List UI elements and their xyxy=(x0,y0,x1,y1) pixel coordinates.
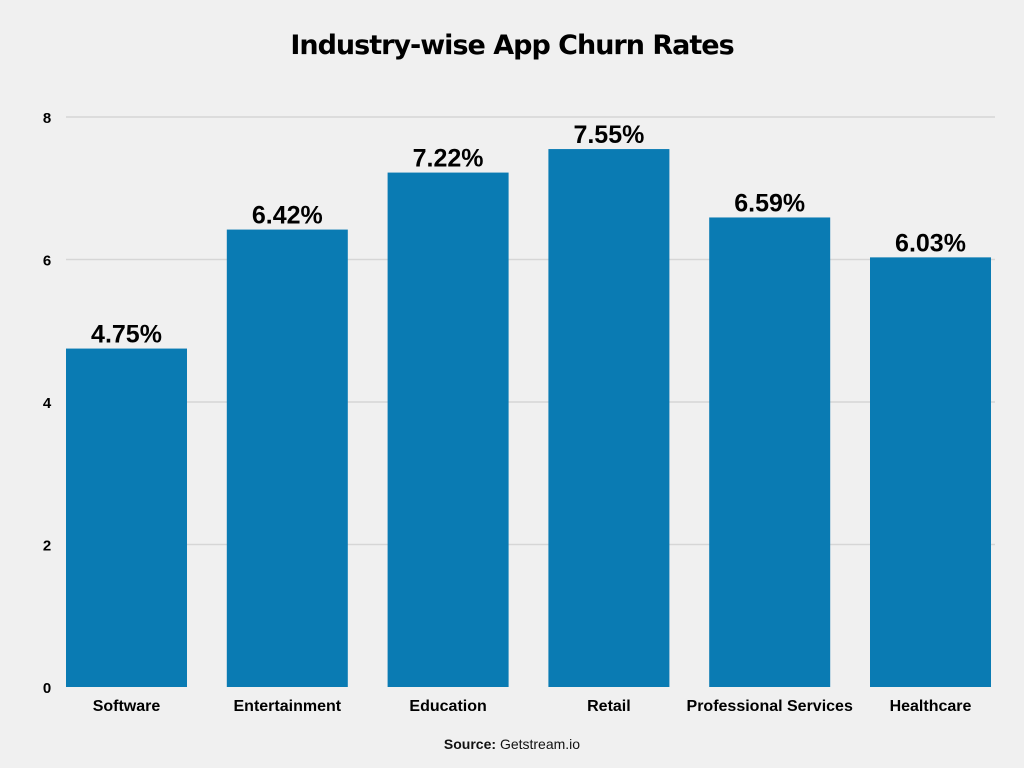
data-label: 6.59% xyxy=(734,189,805,217)
x-tick-label: Healthcare xyxy=(890,698,972,715)
bar-professional-services xyxy=(709,217,831,687)
bar-software xyxy=(66,348,187,687)
data-label: 7.55% xyxy=(573,121,644,149)
source-value: Getstream.io xyxy=(499,736,581,752)
x-tick-label: Education xyxy=(409,698,486,715)
x-tick-label: Software xyxy=(93,698,161,715)
chart-title: Industry-wise App Churn Rates xyxy=(290,30,734,61)
y-tick-label: 0 xyxy=(43,680,51,697)
bar-entertainment xyxy=(226,229,348,687)
bar-healthcare xyxy=(870,257,991,687)
data-label: 4.75% xyxy=(91,321,162,349)
x-tick-label: Professional Services xyxy=(687,698,853,715)
y-tick-label: 2 xyxy=(43,538,51,555)
y-tick-label: 8 xyxy=(43,110,51,127)
x-tick-label: Entertainment xyxy=(234,698,342,715)
bar-education xyxy=(387,172,509,687)
x-tick-label: Retail xyxy=(587,698,631,715)
bar-retail xyxy=(548,149,670,687)
data-label: 6.42% xyxy=(252,202,323,230)
source-label: Source: xyxy=(443,736,497,752)
y-tick-label: 6 xyxy=(43,253,51,270)
data-label: 7.22% xyxy=(413,145,484,173)
y-tick-label: 4 xyxy=(43,395,52,412)
source-note: Source: Getstream.io xyxy=(0,736,1024,752)
data-label: 6.03% xyxy=(895,229,966,257)
